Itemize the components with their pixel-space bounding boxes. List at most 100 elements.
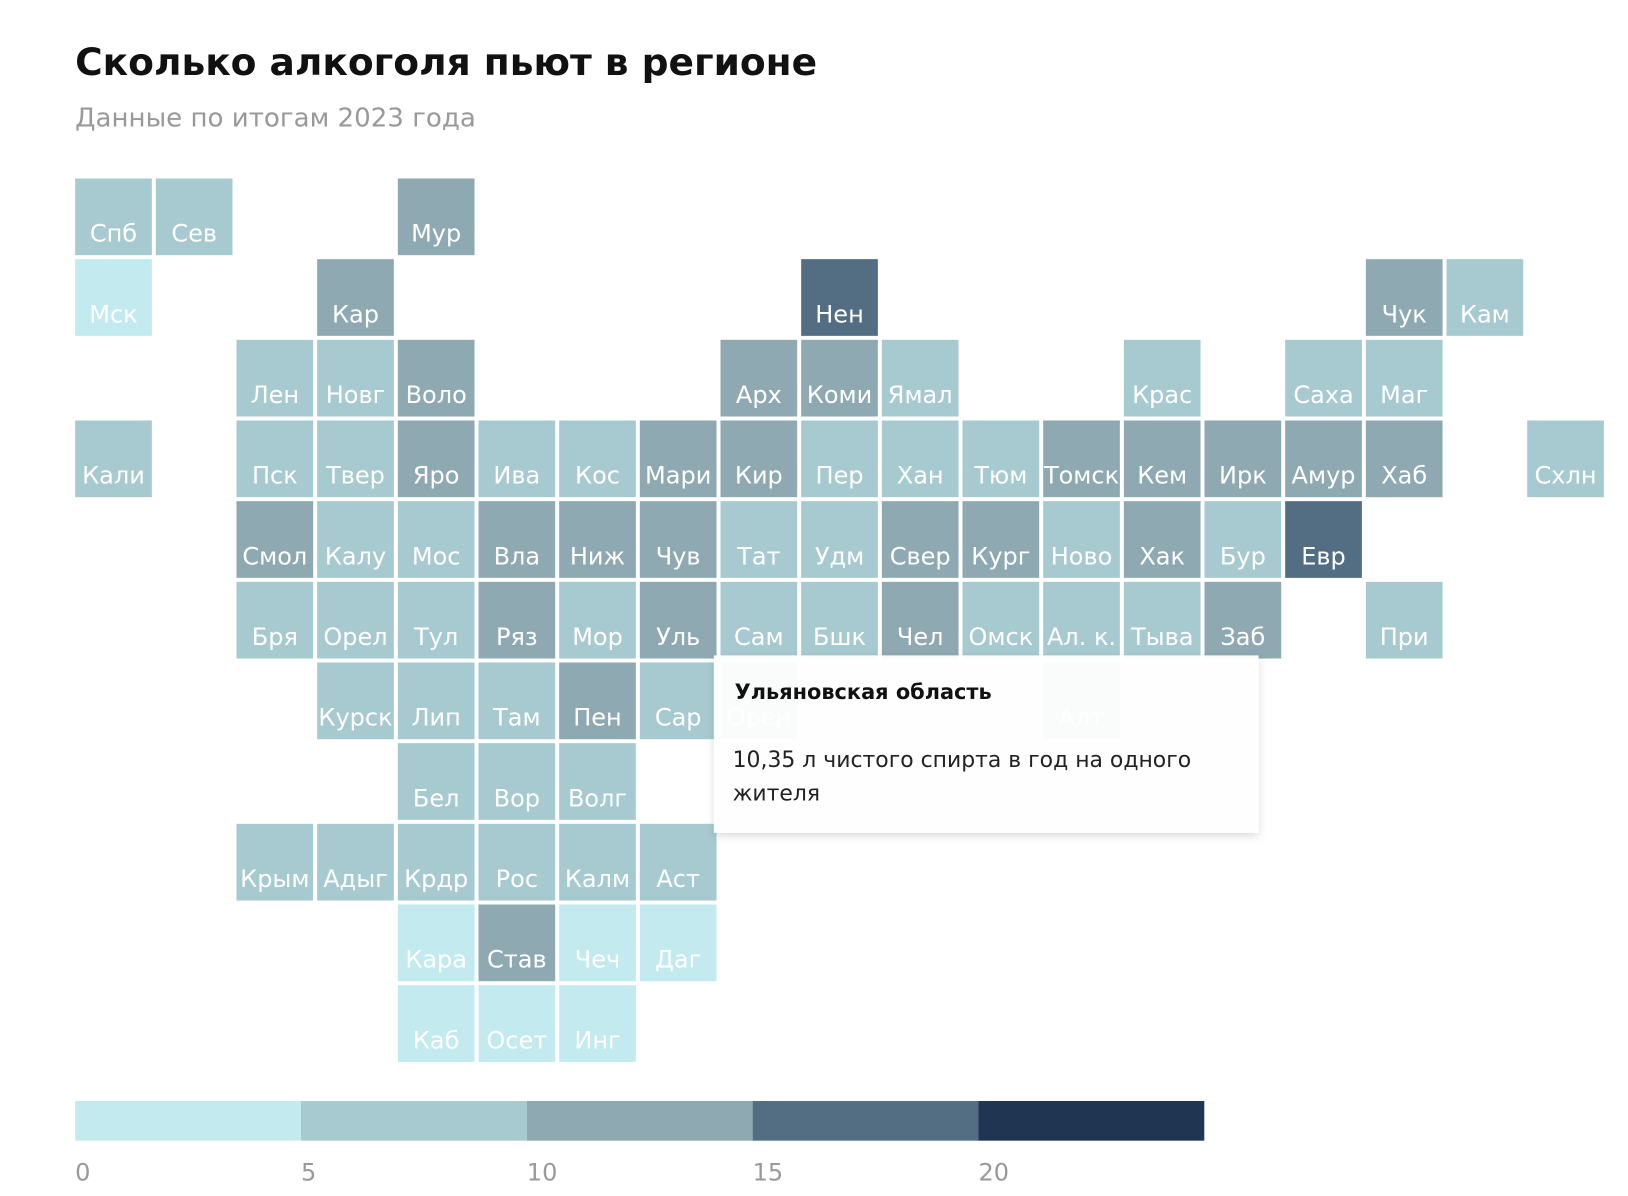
tile-label: Спб	[90, 220, 137, 248]
tile-label: Кос	[575, 462, 620, 490]
tile	[478, 985, 556, 1062]
tile-label: Ряз	[496, 623, 538, 651]
legend-tick-label: 15	[753, 1158, 784, 1186]
tile	[559, 985, 636, 1062]
tile-label: Саха	[1293, 381, 1353, 409]
tile-label: Омск	[969, 623, 1034, 651]
tile-label: Заб	[1220, 623, 1265, 651]
tile	[1446, 259, 1524, 336]
tile	[1365, 420, 1443, 498]
tile	[1365, 339, 1443, 417]
tile	[1043, 420, 1120, 498]
chart-subtitle: Данные по итогам 2023 года	[75, 103, 476, 133]
tile-label: Новг	[326, 381, 385, 409]
tile-label: Вор	[494, 784, 540, 812]
tile-label: Хаб	[1381, 462, 1427, 490]
tile-label: Ниж	[570, 542, 625, 570]
tile-label: Твер	[325, 462, 385, 490]
tile	[397, 904, 475, 982]
tile	[1204, 420, 1282, 498]
tile	[1204, 581, 1282, 659]
tile	[881, 501, 959, 578]
tile-label: Томск	[1043, 462, 1119, 490]
tile-label: Адыг	[323, 865, 388, 893]
tile-label: Кара	[405, 946, 467, 974]
tile-label: При	[1380, 623, 1429, 651]
tile	[1285, 501, 1362, 578]
tile	[1123, 420, 1201, 498]
tile-label: Нен	[815, 300, 864, 328]
tile-label: Калм	[565, 865, 630, 893]
tile	[397, 581, 475, 659]
tile	[236, 420, 314, 498]
legend-swatch	[752, 1101, 979, 1141]
tile	[236, 823, 314, 901]
tile-label: Курск	[318, 704, 392, 732]
tile	[639, 581, 717, 659]
tile	[317, 662, 394, 740]
tile	[75, 259, 152, 336]
tile	[478, 662, 556, 740]
tile	[397, 420, 475, 498]
tile	[639, 501, 717, 578]
tile	[639, 904, 717, 982]
tile-label: Бшк	[813, 623, 866, 651]
legend-swatch	[300, 1101, 527, 1141]
tile-label: Орел	[323, 623, 387, 651]
tile	[1285, 420, 1362, 498]
tile	[236, 581, 314, 659]
tile-label: Кам	[1460, 300, 1510, 328]
chart-title: Сколько алкоголя пьют в регионе	[75, 40, 817, 84]
tooltip-text: 10,35 л чистого спирта в год на одного ж…	[732, 747, 1192, 806]
tile-label: Рос	[496, 865, 538, 893]
tile	[478, 904, 556, 982]
tile-label: Чук	[1382, 300, 1427, 328]
tile	[801, 581, 878, 659]
tile	[1123, 501, 1201, 578]
tile	[720, 339, 798, 417]
tile-label: Чув	[656, 542, 701, 570]
tile	[155, 178, 233, 256]
tile-label: Мур	[411, 220, 461, 248]
tile-label: Хак	[1139, 542, 1185, 570]
tile	[317, 581, 394, 659]
tile	[397, 662, 475, 740]
tile-label: Волг	[568, 784, 627, 812]
tile-label: Ирк	[1219, 462, 1267, 490]
tile-label: Аст	[656, 865, 700, 893]
tile	[317, 420, 394, 498]
tile-label: Мари	[645, 462, 711, 490]
tile	[397, 823, 475, 901]
legend-swatch	[75, 1101, 301, 1141]
tile-label: Ямал	[888, 381, 953, 409]
tile	[317, 501, 394, 578]
tile-label: Кар	[332, 300, 379, 328]
tile	[478, 501, 556, 578]
tile-label: Там	[492, 704, 540, 732]
tile	[1285, 339, 1362, 417]
tile-label: Калу	[325, 542, 386, 570]
tile	[801, 420, 878, 498]
legend-swatch	[978, 1101, 1205, 1141]
tile-label: Бел	[413, 784, 460, 812]
tile-label: Лен	[251, 381, 300, 409]
tile	[75, 420, 152, 498]
tile-label: Каб	[413, 1026, 460, 1054]
tile	[559, 581, 636, 659]
tile	[881, 420, 959, 498]
tile-label: Даг	[655, 946, 701, 974]
tile	[881, 581, 959, 659]
tile-label: Сар	[655, 704, 702, 732]
tile-label: Пск	[252, 462, 298, 490]
tile-label: Свер	[890, 542, 951, 570]
tile-label: Крым	[240, 865, 309, 893]
tile	[801, 501, 878, 578]
tile-label: Арх	[736, 381, 782, 409]
tile	[559, 662, 636, 740]
tile	[317, 259, 394, 336]
tile	[639, 823, 717, 901]
tile	[1527, 420, 1604, 498]
tile-label: Бря	[252, 623, 298, 651]
